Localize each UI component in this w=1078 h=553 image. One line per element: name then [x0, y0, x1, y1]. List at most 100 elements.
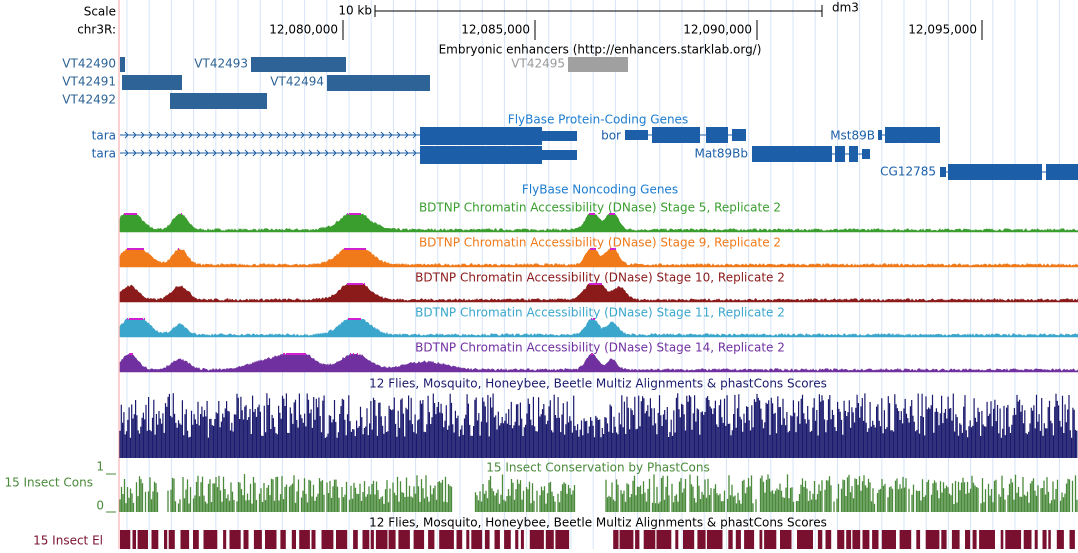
strand-arrows [124, 149, 417, 157]
element [1056, 530, 1064, 549]
element [504, 530, 511, 549]
track-title: FlyBase Protein-Coding Genes [508, 113, 688, 127]
element [852, 530, 861, 549]
exon [948, 164, 1042, 180]
element [321, 530, 334, 549]
track-label: 15 Insect El [33, 534, 103, 548]
track-title: 12 Flies, Mosquito, Honeybee, Beetle Mul… [369, 516, 827, 530]
element [193, 530, 199, 549]
ruler-tick-label: 12,080,000 [269, 23, 338, 37]
element [846, 530, 852, 549]
element [515, 530, 519, 549]
feature [568, 57, 628, 72]
gene-label: tara [92, 129, 116, 143]
element [180, 530, 190, 549]
element [151, 530, 159, 549]
element [825, 530, 832, 549]
exon [420, 127, 542, 145]
element [370, 530, 374, 549]
element [545, 530, 554, 549]
element [428, 530, 435, 549]
exon [1046, 164, 1078, 180]
element [916, 530, 921, 549]
element [398, 530, 410, 549]
exon [652, 127, 700, 143]
element [872, 530, 879, 549]
scale-label: Scale [84, 5, 116, 19]
element [253, 530, 262, 549]
ruler-tick-label: 12,090,000 [683, 23, 752, 37]
track-title: 12 Flies, Mosquito, Honeybee, Beetle Mul… [369, 377, 827, 391]
element [941, 530, 947, 549]
element [735, 530, 741, 549]
element [728, 530, 733, 549]
gene-label: tara [92, 147, 116, 161]
signal [119, 318, 1078, 338]
scale-bar-label: 10 kb [338, 4, 372, 18]
signal [119, 283, 1078, 303]
exon [878, 130, 882, 140]
feature [251, 57, 346, 72]
gene-label: bor [601, 129, 621, 143]
track-title: 15 Insect Conservation by PhastCons [486, 461, 709, 475]
element [899, 530, 912, 549]
element [683, 530, 695, 549]
feature-label: VT42492 [62, 93, 116, 107]
element [925, 530, 940, 549]
ruler-tick-label: 12,095,000 [908, 23, 977, 37]
element [362, 530, 370, 549]
element [951, 530, 960, 549]
element [1023, 530, 1032, 549]
element [619, 530, 634, 549]
ruler: 12,080,000 12,085,000 12,090,000 12,095,… [269, 20, 983, 40]
track-title: FlyBase Noncoding Genes [522, 183, 678, 197]
conservation-bars [119, 393, 1078, 458]
element [881, 530, 896, 549]
element [336, 530, 348, 549]
track-title: BDTNP Chromatin Accessibility (DNase) St… [419, 236, 781, 250]
element [484, 530, 490, 549]
element [299, 530, 310, 549]
enhancer-track: VT42490 VT42491 VT42492 VT42493 VT42494 … [62, 57, 628, 109]
utr [542, 150, 577, 160]
track-title: Embryonic enhancers (http://enhancers.st… [439, 43, 762, 57]
element [759, 530, 763, 549]
element [1000, 530, 1004, 549]
feature [120, 57, 125, 72]
element [643, 530, 656, 549]
feature-label: VT42494 [270, 75, 324, 89]
exon [420, 146, 542, 164]
element [280, 530, 286, 549]
exon [625, 130, 648, 140]
element [520, 530, 524, 549]
exon [849, 146, 858, 162]
element [466, 530, 470, 549]
element [494, 530, 500, 549]
element [375, 530, 388, 549]
chrom-label: chr3R: [77, 23, 116, 37]
axis-label: 1 [96, 460, 104, 474]
element [291, 530, 296, 549]
element [780, 530, 792, 549]
track-title: BDTNP Chromatin Accessibility (DNase) St… [415, 271, 785, 285]
track-title: BDTNP Chromatin Accessibility (DNase) St… [419, 201, 781, 215]
utr [542, 131, 577, 141]
element [353, 530, 358, 549]
element [1048, 530, 1051, 549]
element [168, 530, 175, 549]
phastcons-bars [119, 474, 1078, 512]
element [817, 530, 823, 549]
feature [327, 75, 430, 91]
feature-label: VT42495 [511, 57, 565, 71]
element [1005, 530, 1022, 549]
track-title: BDTNP Chromatin Accessibility (DNase) St… [415, 341, 785, 355]
element [1042, 530, 1047, 549]
gene-label: Mat89Bb [694, 147, 748, 161]
signal [119, 213, 1078, 233]
element [764, 530, 777, 549]
feature [122, 75, 182, 90]
element [635, 530, 640, 549]
gene-label: CG12785 [880, 165, 936, 179]
assembly-label: dm3 [832, 1, 859, 15]
